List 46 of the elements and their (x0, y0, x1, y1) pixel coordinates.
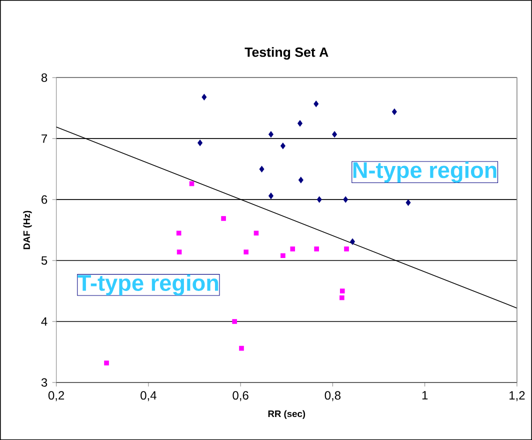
point (314, 100, 319, 107)
y-tick-label: 8 (41, 73, 48, 82)
point (280, 253, 286, 258)
annotation: T-type region (78, 274, 218, 296)
y-tick-label: 5 (41, 256, 48, 265)
point (268, 192, 274, 200)
point (104, 360, 109, 366)
x-tick-label: 0,2 (48, 391, 64, 402)
y-tick-label: 6 (42, 195, 48, 204)
y-tick-label: 3 (41, 378, 48, 387)
y-axis-title: DAF (Hz) (23, 210, 32, 250)
point (176, 250, 182, 254)
point (332, 131, 338, 138)
point (198, 140, 203, 146)
x-tick-label: 0,8 (324, 391, 341, 402)
point (406, 199, 411, 206)
point (344, 246, 349, 252)
point (221, 216, 226, 221)
point (232, 319, 237, 324)
point (254, 230, 259, 236)
x-tick-label: 0,6 (232, 391, 248, 402)
chart-title: Testing Set A (244, 47, 328, 60)
point (280, 142, 286, 150)
point (316, 196, 322, 203)
y-tick-label: 7 (42, 134, 48, 143)
point (298, 176, 304, 184)
point (350, 238, 355, 245)
point (268, 131, 274, 138)
point (298, 120, 302, 126)
point (343, 196, 348, 203)
point (239, 346, 244, 351)
point (290, 246, 296, 252)
x-tick-label: 1 (422, 391, 428, 400)
point (259, 166, 264, 172)
x-tick-label: 1,2 (510, 391, 525, 402)
annotation: N-type region (353, 161, 496, 183)
point (314, 246, 319, 252)
y-tick-label: 4 (41, 317, 48, 326)
point (392, 108, 397, 115)
point (202, 94, 207, 100)
x-axis-title: RR (sec) (268, 410, 306, 419)
x-tick-label: 0,4 (140, 391, 156, 402)
point (244, 250, 248, 254)
point (176, 230, 182, 236)
point (340, 288, 345, 294)
point (340, 295, 344, 300)
